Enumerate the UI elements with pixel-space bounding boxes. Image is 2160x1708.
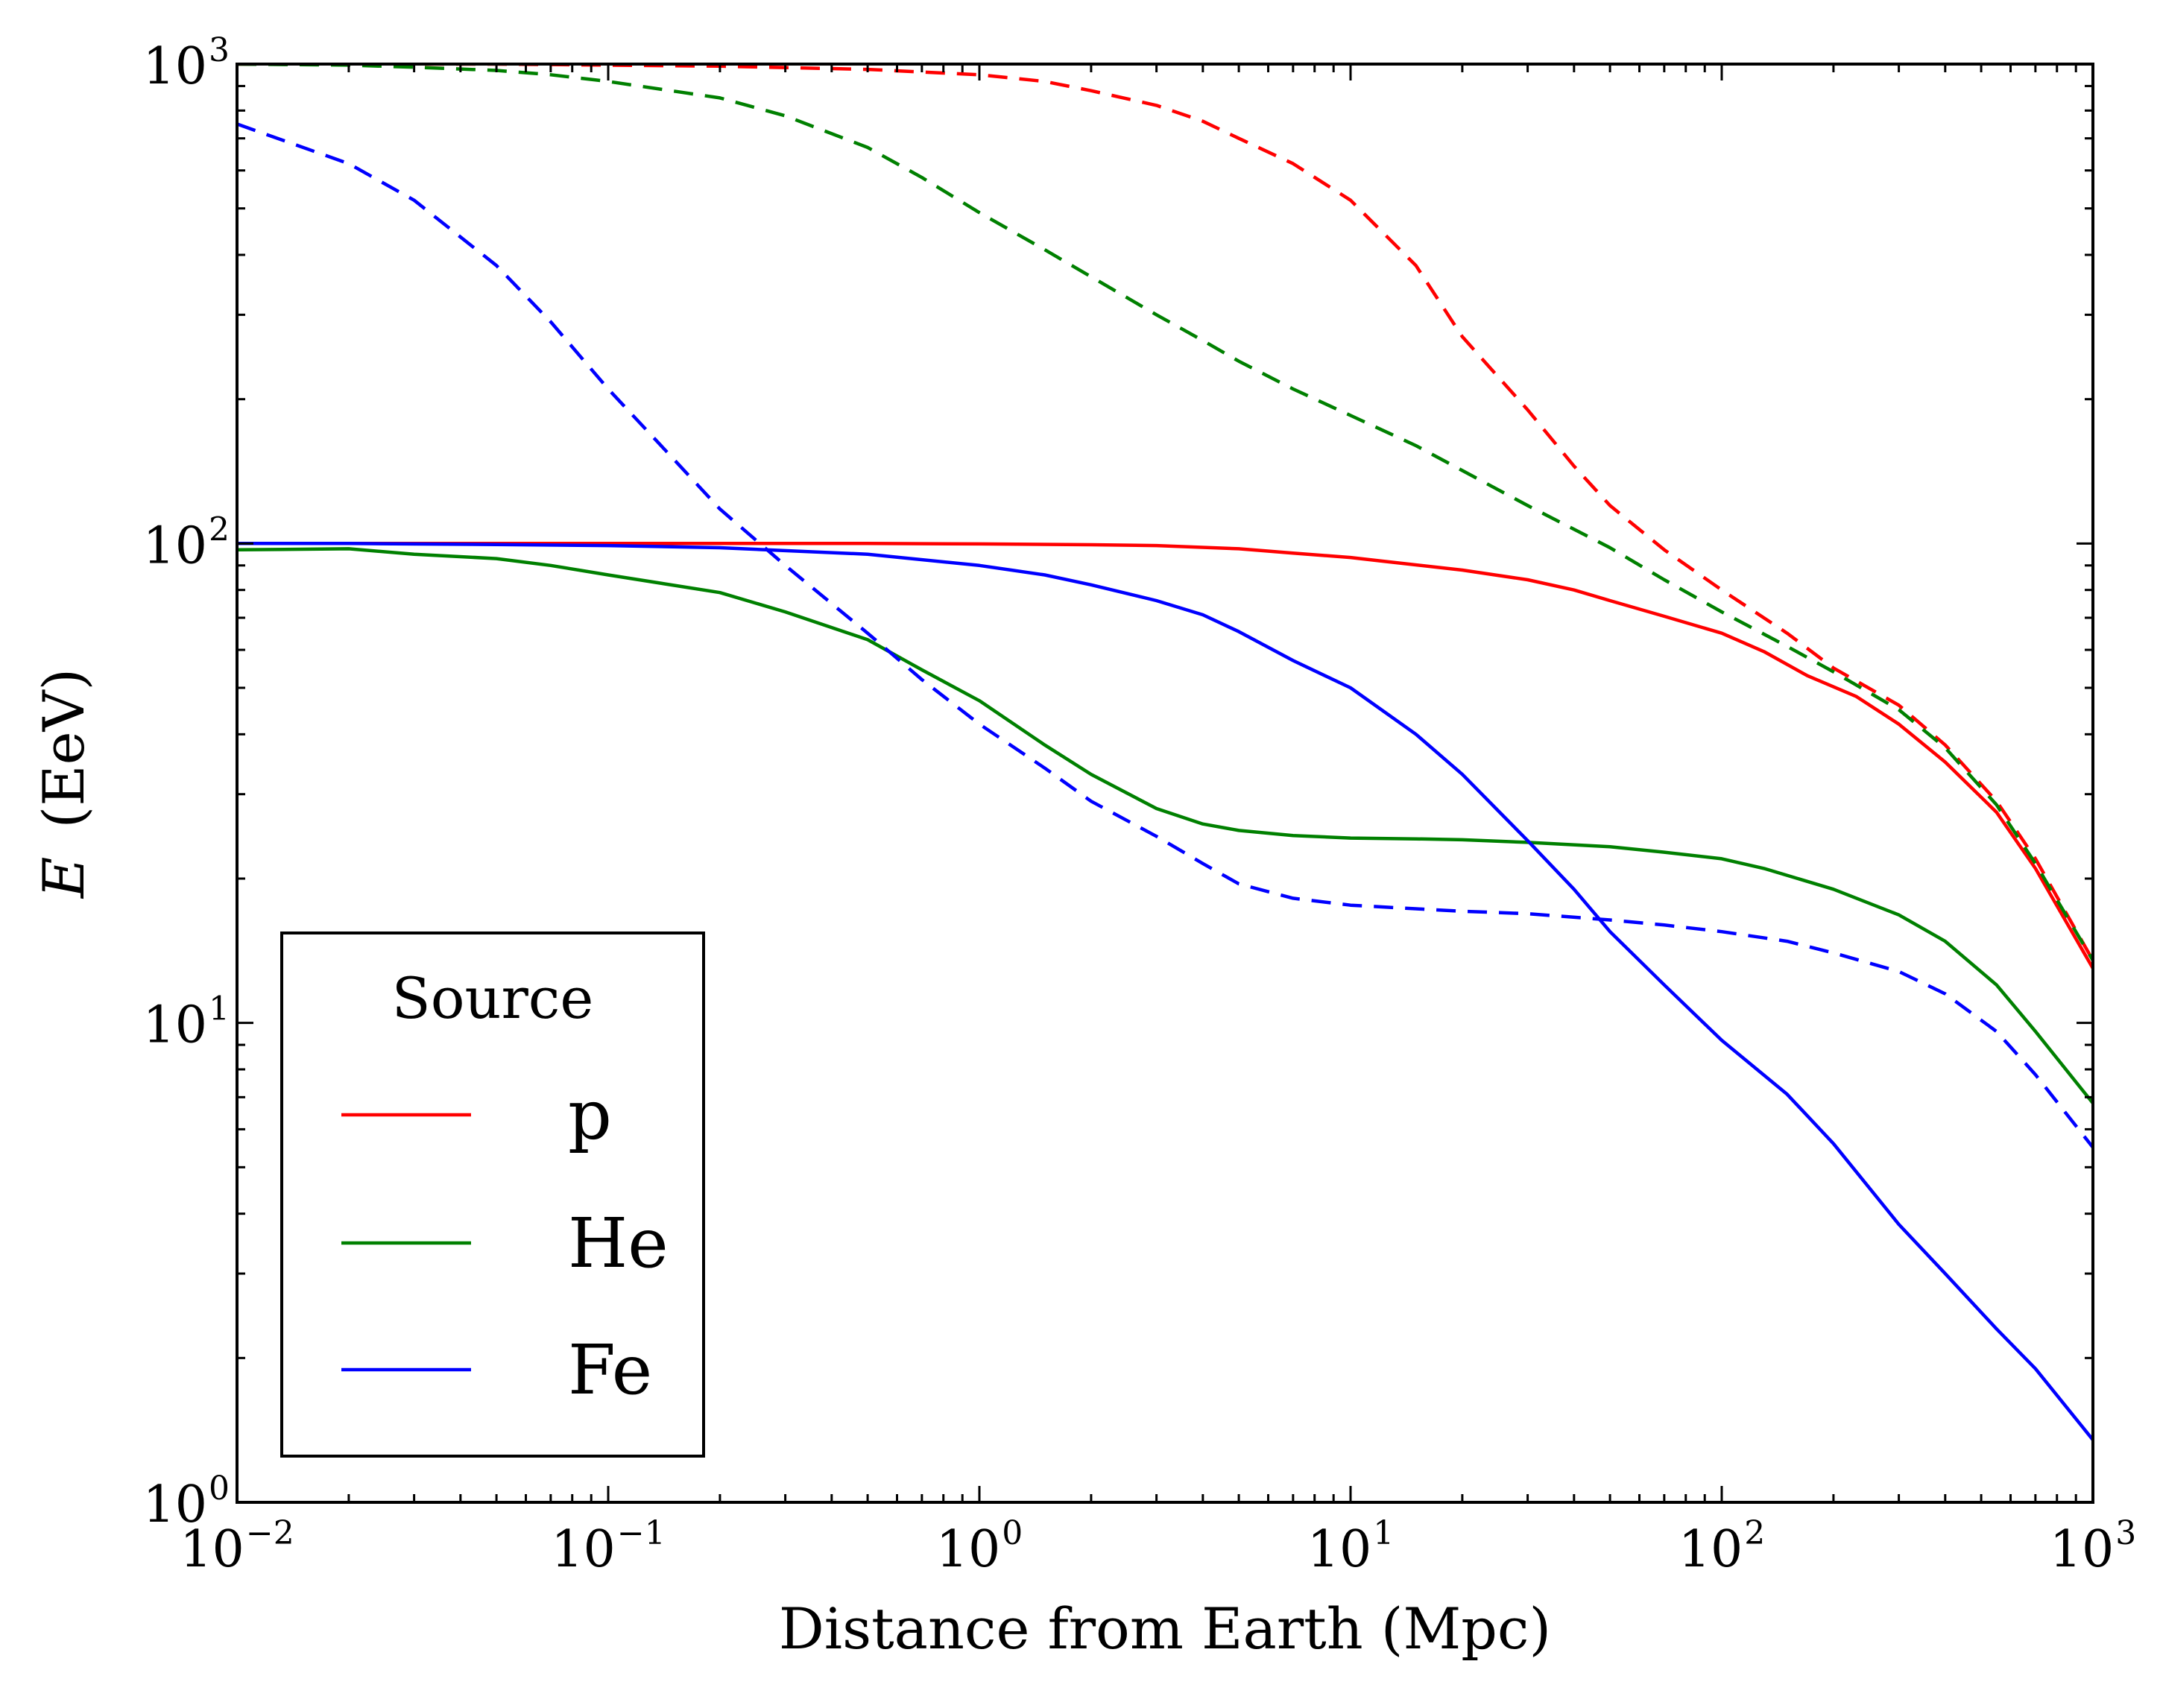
series-line-p-dashed [237, 64, 2093, 961]
y-axis-unit: (EeV) [31, 668, 97, 829]
series-line-he-dashed [237, 64, 2093, 961]
tick-label-base: 10 [142, 1475, 207, 1534]
tick-label-base: 10 [2050, 1520, 2115, 1579]
series-line-p-solid [237, 542, 2093, 970]
tick-label-base: 10 [180, 1520, 244, 1579]
series-layer [237, 64, 2093, 1441]
legend-entries: p He Fe [341, 1075, 669, 1410]
x-axis-label: Distance from Earth (Mpc) [779, 1595, 1551, 1662]
tick-label-exponent: 1 [209, 990, 230, 1028]
legend-entry-fe: Fe [341, 1330, 652, 1410]
tick-label-exponent: −1 [617, 1514, 666, 1552]
tick-label-exponent: 2 [209, 510, 230, 548]
y-tick-label: 102 [142, 510, 230, 575]
x-tick-label: 102 [1679, 1514, 1766, 1579]
legend-title: Source [392, 965, 594, 1031]
tick-label-base: 10 [142, 996, 207, 1055]
x-tick-label: 101 [1307, 1514, 1395, 1579]
tick-label-base: 10 [936, 1520, 1001, 1579]
x-tick-label: 103 [2050, 1514, 2137, 1579]
tick-label-exponent: 1 [1373, 1514, 1394, 1552]
tick-label-exponent: 3 [2115, 1514, 2136, 1552]
tick-label-exponent: 0 [1002, 1514, 1023, 1552]
legend-entry-he: He [341, 1203, 669, 1283]
tick-label-base: 10 [1307, 1520, 1372, 1579]
series-line-fe-solid [237, 542, 2093, 1441]
x-tick-label: 10−2 [180, 1514, 294, 1579]
tick-label-exponent: 3 [209, 31, 230, 69]
tick-label-base: 10 [551, 1520, 616, 1579]
tick-label-base: 10 [142, 37, 207, 96]
plot-frame [236, 63, 2094, 1504]
tick-label-exponent: 0 [209, 1470, 230, 1508]
y-axis-label: E (EeV) [31, 668, 97, 899]
legend-label: p [568, 1075, 612, 1155]
y-axis-variable: E [31, 857, 97, 899]
x-tick-label: 10−1 [551, 1514, 665, 1579]
legend-entry-p: p [341, 1075, 612, 1155]
series-line-fe-dashed [237, 122, 2093, 1149]
tick-label-exponent: −2 [246, 1514, 294, 1552]
y-tick-label: 101 [142, 990, 230, 1055]
legend-label: Fe [568, 1330, 652, 1410]
legend-label: He [568, 1203, 669, 1283]
legend: Source p He Fe [280, 932, 705, 1458]
y-tick-label: 100 [142, 1470, 230, 1534]
tick-label-base: 10 [142, 516, 207, 575]
tick-label-base: 10 [1679, 1520, 1743, 1579]
y-tick-label: 103 [142, 31, 230, 96]
series-line-he-solid [237, 547, 2093, 1104]
tick-label-exponent: 2 [1744, 1514, 1765, 1552]
x-tick-label: 100 [936, 1514, 1023, 1579]
